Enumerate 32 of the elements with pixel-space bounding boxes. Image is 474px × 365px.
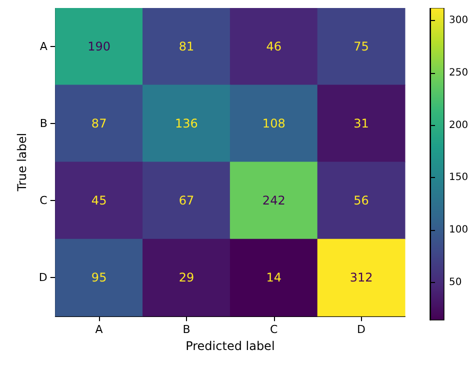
color-bar-label: 200	[449, 120, 468, 131]
data-label: 75	[354, 40, 369, 54]
x-axis-title: Predicted label	[186, 339, 275, 353]
data-label: 81	[178, 40, 194, 54]
x-tick-label: D	[357, 323, 366, 336]
color-bar-label: 250	[449, 67, 468, 78]
data-label: 29	[178, 270, 194, 285]
y-tick-label: C	[40, 194, 48, 208]
data-label: 242	[262, 194, 286, 208]
color-bar-label: 100	[449, 224, 468, 236]
color-bar-label: 150	[449, 172, 468, 184]
data-label: 190	[88, 40, 111, 54]
data-label: 95	[91, 270, 107, 285]
data-label: 136	[175, 116, 198, 131]
data-label: 67	[178, 194, 194, 208]
data-label: 46	[266, 40, 282, 54]
y-tick-label: B	[40, 117, 48, 130]
data-label: 45	[91, 194, 107, 208]
data-label: 312	[350, 270, 373, 285]
data-label: 87	[91, 116, 107, 131]
data-label: 56	[354, 194, 369, 208]
x-tick-label: B	[182, 323, 190, 336]
y-tick-label: D	[38, 271, 48, 284]
data-label: 31	[354, 116, 369, 131]
x-tick-label: C	[270, 323, 278, 336]
data-label: 14	[266, 270, 282, 285]
data-label: 108	[262, 116, 286, 131]
y-axis-title: True label	[15, 132, 29, 192]
y-tick-label: A	[40, 40, 48, 54]
color-bar-label: 300	[449, 15, 468, 26]
x-tick-label: A	[95, 323, 104, 336]
color-bar-label: 50	[449, 276, 462, 288]
